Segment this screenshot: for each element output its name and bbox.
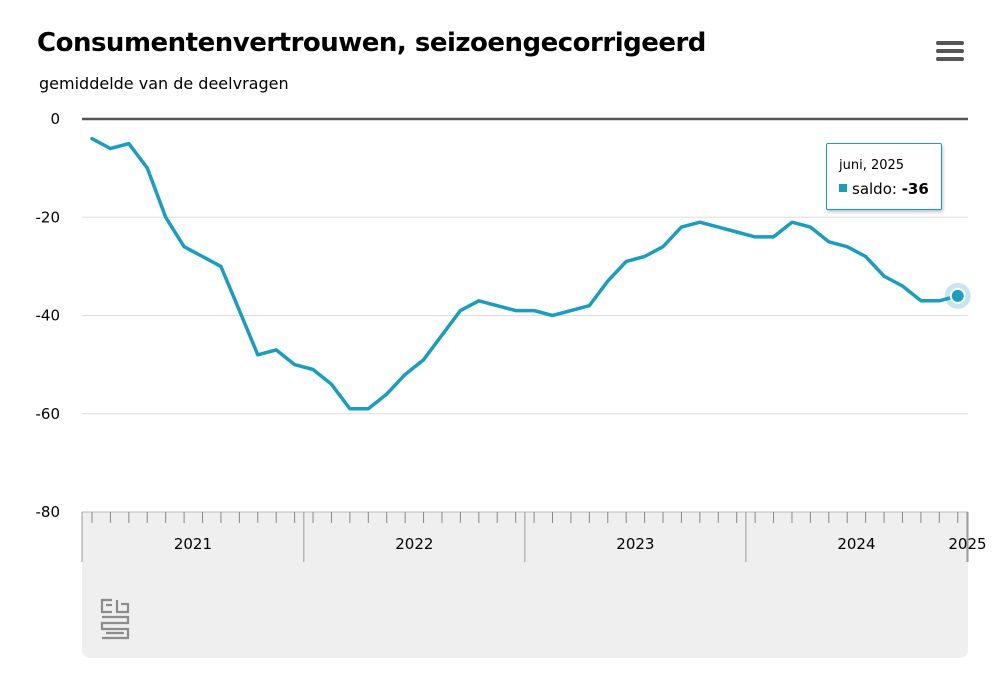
x-year-label: 2021: [174, 535, 212, 553]
y-tick-label: -80: [36, 503, 61, 521]
y-tick-label: -40: [36, 307, 61, 325]
y-tick-label: -20: [36, 208, 61, 226]
chart-subtitle: gemiddelde van de deelvragen: [39, 74, 289, 93]
x-year-label: 2023: [616, 535, 654, 553]
y-tick-label: -60: [36, 405, 61, 423]
x-year-label: 2022: [395, 535, 433, 553]
tooltip-value: -36: [901, 180, 929, 198]
x-year-label: 2024: [837, 535, 875, 553]
y-tick-label: 0: [50, 110, 60, 128]
chart-title: Consumentenvertrouwen, seizoengecorrigee…: [37, 28, 706, 58]
hamburger-menu-icon[interactable]: [936, 41, 964, 65]
tooltip-label: saldo: [852, 180, 892, 198]
series-marker-icon: [839, 184, 847, 192]
x-year-label: 2025: [948, 535, 986, 553]
chart-footer: [82, 562, 968, 658]
series-line: [90, 136, 960, 411]
highlight-point: [949, 287, 966, 304]
tooltip-date: juni, 2025: [839, 158, 905, 173]
tooltip-row: saldo: -36: [839, 180, 929, 198]
tooltip: juni, 2025 saldo: -36: [826, 143, 942, 210]
cbs-logo-icon[interactable]: [100, 598, 130, 640]
